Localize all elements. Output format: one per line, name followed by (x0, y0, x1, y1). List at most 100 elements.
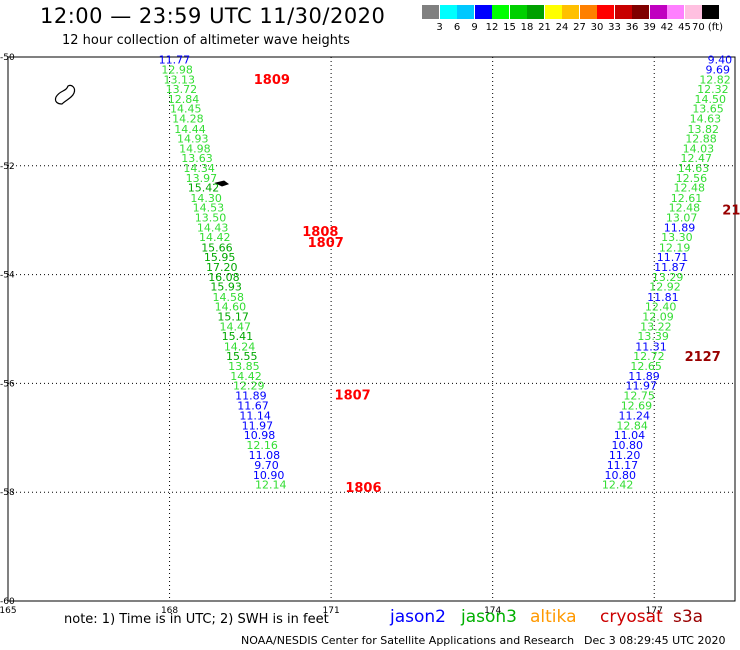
legend-label: 24 (555, 22, 569, 33)
legend-swatch (492, 5, 509, 19)
data-point: 14.42 (199, 231, 231, 244)
series-name: jason2 (390, 607, 446, 627)
y-tick-label: -54 (0, 271, 15, 281)
data-point: 14.42 (230, 370, 262, 383)
legend-label: 27 (573, 22, 586, 33)
legend-swatch (597, 5, 614, 19)
data-point: 16.08 (208, 271, 240, 284)
data-point: 12.65 (630, 360, 662, 373)
legend-swatch (649, 5, 667, 19)
data-point: 14.47 (220, 320, 252, 333)
data-point: 9.40 (708, 54, 733, 67)
chart-subtitle: 12 hour collection of altimeter wave hei… (62, 33, 350, 48)
data-point: 13.30 (661, 231, 693, 244)
data-point: 10.80 (605, 469, 637, 482)
data-point: 10.80 (612, 439, 644, 452)
data-point: 14.03 (683, 142, 715, 155)
data-point: 11.89 (628, 370, 660, 383)
data-point: 11.24 (619, 409, 651, 422)
data-point: 10.90 (253, 469, 285, 482)
data-point: 11.04 (614, 429, 646, 442)
pass-number-label: 2126 (722, 203, 740, 218)
data-point: 12.75 (623, 389, 655, 402)
series-name: altika (530, 607, 577, 627)
data-point: 11.17 (607, 459, 639, 472)
x-tick-label: 177 (646, 606, 663, 616)
data-point: 11.31 (635, 340, 667, 353)
legend-swatch (527, 5, 544, 19)
data-point: 12.32 (697, 83, 729, 96)
data-point: 12.88 (685, 133, 717, 146)
legend-label: 70 (ft) (692, 22, 723, 33)
data-point: 11.97 (242, 419, 274, 432)
legend-label: 3 (436, 22, 443, 33)
data-point: 12.48 (669, 202, 701, 215)
data-point: 11.14 (239, 409, 271, 422)
data-point: 15.42 (188, 182, 220, 195)
data-point: 13.63 (181, 152, 213, 165)
data-point: 11.81 (647, 291, 679, 304)
data-point: 11.67 (237, 400, 269, 413)
credit-line: NOAA/NESDIS Center for Satellite Applica… (241, 634, 575, 647)
data-point: 12.82 (699, 73, 731, 86)
legend-swatch (702, 5, 719, 19)
x-tick-label: 165 (0, 606, 17, 616)
legend-swatch (562, 5, 579, 19)
data-point: 14.24 (224, 340, 256, 353)
x-tick-label: 174 (484, 606, 501, 616)
y-tick-label: -50 (0, 53, 15, 63)
x-tick-label: 171 (323, 606, 340, 616)
plot-frame (7, 56, 736, 602)
legend-swatch (509, 5, 527, 19)
data-point: 11.87 (654, 261, 686, 274)
data-point: 11.89 (664, 221, 696, 234)
y-tick-label: -58 (0, 488, 15, 498)
data-point: 13.13 (163, 73, 195, 86)
legend-swatch (439, 5, 457, 19)
data-point: 12.29 (233, 380, 265, 393)
legend-swatch (457, 5, 474, 19)
pass-number-label: 1808 (302, 225, 338, 240)
data-point: 14.98 (179, 142, 211, 155)
data-point: 10.98 (244, 429, 276, 442)
legend-swatch (544, 5, 562, 19)
pass-number-label: 1806 (345, 481, 381, 496)
legend-series-4: s3a (673, 607, 703, 627)
data-point: 12.14 (255, 479, 287, 492)
legend-swatch (667, 5, 684, 19)
data-point: 12.84 (616, 419, 648, 432)
data-point: 12.09 (642, 310, 674, 323)
data-point: 11.20 (609, 449, 641, 462)
data-point: 14.63 (690, 112, 722, 125)
data-point: 15.95 (204, 251, 236, 264)
data-point: 12.40 (645, 301, 677, 314)
data-point: 12.56 (676, 172, 708, 185)
data-point: 13.85 (228, 360, 260, 373)
island-outline (214, 180, 230, 187)
data-point: 13.07 (666, 211, 698, 224)
y-tick-label: -52 (0, 162, 15, 172)
data-point: 12.98 (161, 64, 193, 77)
data-point: 14.50 (694, 93, 726, 106)
timestamp: Dec 3 08:29:45 UTC 2020 (584, 634, 726, 647)
legend-swatch (422, 5, 439, 19)
series-name: cryosat (600, 607, 663, 627)
legend-label: 6 (453, 22, 461, 33)
data-point: 13.72 (166, 83, 198, 96)
data-point: 12.92 (649, 281, 681, 294)
legend-series-3: cryosat (600, 607, 663, 627)
pass-number-label: 1807 (308, 236, 344, 251)
legend-label: 21 (538, 22, 551, 33)
data-point: 11.77 (159, 54, 191, 67)
data-point: 14.28 (172, 112, 204, 125)
legend-label: 36 (625, 22, 639, 33)
data-point: 14.45 (170, 103, 202, 116)
page-title: 12:00 — 23:59 UTC 11/30/2020 (40, 4, 386, 28)
x-tick-label: 168 (161, 606, 178, 616)
data-point: 15.55 (226, 350, 258, 363)
data-point: 13.39 (637, 330, 669, 343)
data-point: 15.93 (210, 281, 242, 294)
data-point: 12.47 (680, 152, 712, 165)
data-point: 12.48 (673, 182, 705, 195)
